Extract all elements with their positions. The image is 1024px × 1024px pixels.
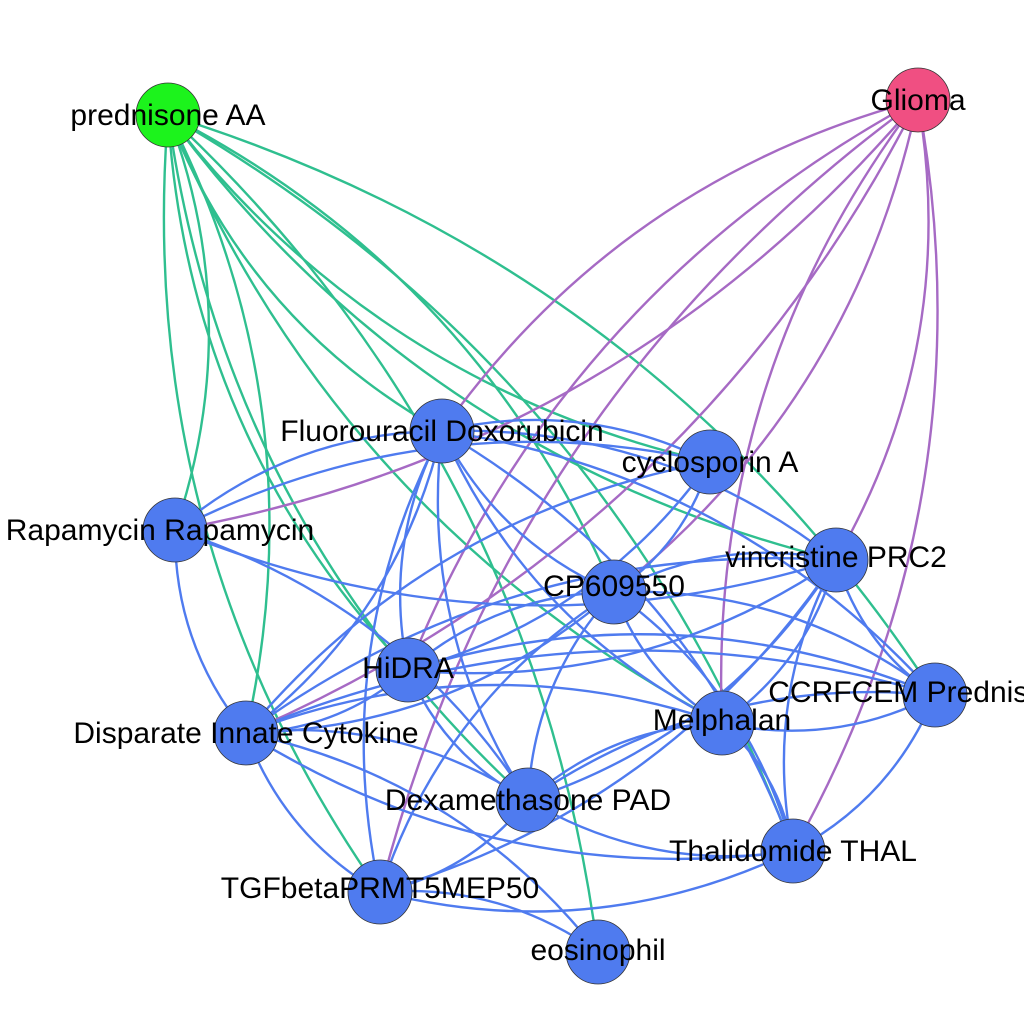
node-disp[interactable] [213, 700, 279, 766]
node-dexa[interactable] [495, 767, 561, 833]
edge-cyclo-disp [245, 460, 711, 734]
edge-cyclo-hidra [407, 461, 711, 672]
node-ccrf[interactable] [902, 662, 968, 728]
edge-mel-disp [245, 683, 723, 735]
node-label-disp: Disparate Innate Cytokine [73, 717, 418, 750]
edge-glioma-mel [719, 99, 919, 724]
edge-tgf-thal [379, 849, 794, 913]
edge-cp-tgf [378, 590, 615, 893]
edge-prednisone-hidra [166, 114, 409, 671]
edge-prednisone-fluoro [166, 114, 443, 433]
edge-glioma-tgf [378, 99, 919, 893]
node-rapa[interactable] [142, 497, 208, 563]
node-label-prednisone: prednisone AA [70, 99, 265, 132]
labels-layer: prednisone AA Glioma Fluorouracil Doxorubi… [6, 84, 1024, 967]
edge-glioma-cp [613, 99, 920, 593]
node-cyclo[interactable] [677, 429, 743, 495]
edge-fluoro-thal [441, 429, 795, 852]
node-label-hidra: HiDRA [362, 652, 454, 685]
edge-glioma-rapa [174, 99, 919, 532]
edge-fluoro-disp [245, 430, 444, 734]
edge-vinc-thal [782, 559, 838, 852]
edge-vinc-disp [245, 557, 837, 734]
node-label-thal: Thalidomide THAL [669, 835, 917, 868]
edge-dexa-thal [527, 798, 794, 858]
node-tgf[interactable] [347, 859, 413, 925]
node-label-cyclo: cyclosporin A [622, 446, 799, 479]
edge-prednisone-vinc [167, 114, 837, 562]
node-label-vinc: vincristine PRC2 [725, 541, 947, 574]
node-label-mel: Melphalan [653, 704, 791, 737]
node-eos[interactable] [565, 919, 631, 985]
edge-vinc-tgf [379, 559, 837, 894]
node-label-rapa: Rapamycin Rapamycin [6, 514, 314, 547]
node-label-tgf: TGFbetaPRMT5MEP50 [221, 872, 539, 905]
node-hidra[interactable] [375, 637, 441, 703]
edge-disp-dexa [245, 728, 529, 802]
node-vinc[interactable] [803, 527, 869, 593]
node-label-dexa: Dexamethasone PAD [385, 784, 671, 817]
edge-glioma-hidra [406, 98, 919, 671]
edge-prednisone-mel [166, 114, 723, 725]
edge-glioma-disp [245, 99, 920, 735]
edge-hidra-ccrf [407, 633, 936, 697]
node-label-cp: CP609550 [543, 570, 685, 603]
node-cp[interactable] [581, 559, 647, 625]
edge-prednisone-cp [167, 113, 616, 593]
edge-glioma-vinc [834, 99, 930, 561]
node-fluoro[interactable] [409, 398, 475, 464]
node-glioma[interactable] [885, 67, 951, 133]
edge-fluoro-mel [440, 430, 723, 725]
edge-glioma-thal [791, 99, 939, 852]
node-label-glioma: Glioma [870, 84, 965, 117]
edge-prednisone-dexa [166, 114, 529, 801]
node-label-eos: eosinophil [530, 934, 665, 967]
node-label-fluoro: Fluorouracil Doxorubicin [280, 415, 603, 448]
nodes-layer [135, 67, 968, 985]
edge-disp-thal [245, 731, 794, 861]
edge-glioma-fluoro [441, 98, 919, 432]
edge-fluoro-vinc [441, 429, 837, 561]
node-mel[interactable] [689, 690, 755, 756]
edge-rapa-vinc [174, 528, 837, 607]
edge-cp-ccrf [613, 590, 936, 696]
edge-fluoro-cyclo [441, 418, 711, 464]
node-label-ccrf: CCRFCEM Prednisolone [768, 676, 1024, 709]
node-prednisone[interactable] [135, 82, 201, 148]
edge-fluoro-dexa [436, 430, 530, 801]
edge-fluoro-rapa [174, 429, 443, 531]
edge-vinc-hidra [407, 559, 837, 675]
edge-prednisone-cyclo [167, 114, 711, 464]
edge-disp-eos [245, 731, 599, 953]
edge-fluoro-ccrf [441, 429, 936, 696]
edge-ccrf-disp [245, 649, 936, 735]
node-thal[interactable] [760, 818, 826, 884]
